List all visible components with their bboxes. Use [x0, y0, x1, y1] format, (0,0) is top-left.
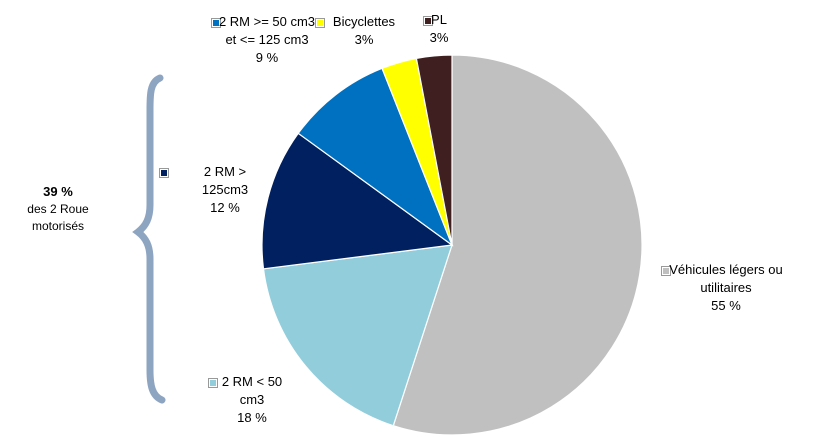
- slice-label: 2 RM >= 50 cm3 et <= 125 cm3: [218, 14, 316, 47]
- value-label: 3%: [429, 30, 449, 45]
- value-label: 3%: [354, 32, 374, 47]
- legend-marker: [159, 168, 169, 178]
- value-label: 18 %: [237, 410, 267, 425]
- slice-label: Véhicules légers ou utilitaires: [669, 262, 783, 295]
- legend-marker: [211, 18, 221, 28]
- pie-slice: [297, 67, 454, 247]
- slice-label: 2 RM < 50 cm3: [221, 374, 283, 407]
- legend-marker: [661, 266, 671, 276]
- value-label: 12 %: [210, 200, 240, 215]
- legend-marker: [315, 18, 325, 28]
- value-label: 9 %: [255, 50, 279, 65]
- slice-label: Bicyclettes: [332, 14, 396, 29]
- value-label: 55 %: [711, 298, 741, 313]
- pie-slice: [392, 54, 643, 436]
- annotation-value: 39 %: [43, 184, 73, 199]
- brace: [132, 74, 166, 404]
- legend-marker: [208, 378, 218, 388]
- pie-slice: [261, 132, 454, 270]
- pie-slice: [262, 244, 453, 427]
- pie-slice: [415, 54, 453, 246]
- annotation-text: des 2 Roue motorisés: [27, 202, 89, 233]
- slice-label: 2 RM > 125cm3: [201, 164, 249, 197]
- legend-marker: [423, 16, 433, 26]
- slice-label: PL: [431, 12, 447, 27]
